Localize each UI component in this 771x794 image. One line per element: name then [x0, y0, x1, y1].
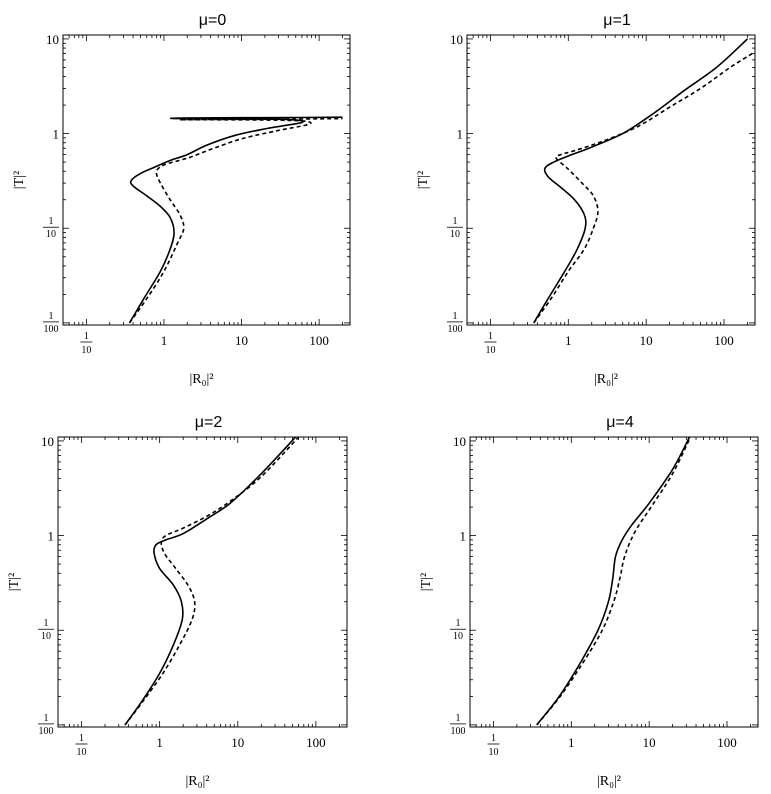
chart-panel-1: μ=0 1 10 1 10 100 1 100 1 10 1 10 |R₀|² |T|² — [12, 12, 351, 387]
y-tick-label-numerator: 1 — [44, 713, 49, 724]
y-tick-label-numerator: 1 — [456, 713, 461, 724]
y-tick-label: 1 — [53, 127, 60, 142]
y-tick-label-numerator: 1 — [456, 618, 461, 629]
y-tick-label: 1 — [48, 529, 55, 544]
y-tick-label: 10 — [46, 32, 59, 47]
x-axis-label: |R₀|² — [594, 372, 618, 387]
x-tick-label: 10 — [640, 333, 653, 348]
x-tick-label: 100 — [309, 333, 329, 348]
x-tick-label: 1 — [565, 333, 572, 348]
x-axis-label: |R₀|² — [597, 774, 621, 789]
y-tick-label-denominator: 10 — [453, 631, 463, 642]
x-tick-label: 1 — [568, 735, 575, 750]
x-tick-label-numerator: 1 — [491, 733, 496, 744]
series-line-dashed — [536, 437, 692, 726]
y-tick-label-denominator: 100 — [451, 726, 466, 737]
x-tick-label: 1 — [161, 333, 168, 348]
x-tick-label: 10 — [643, 735, 656, 750]
y-axis-label: |T|² — [416, 171, 431, 189]
x-tick-label-numerator: 1 — [488, 331, 493, 342]
x-tick-label: 10 — [231, 735, 244, 750]
series-line-solid — [533, 38, 749, 324]
y-tick-label: 10 — [453, 434, 466, 449]
y-tick-label-numerator: 1 — [453, 216, 458, 227]
x-axis-label: |R₀|² — [189, 372, 213, 387]
chart-panel-3: μ=2 1 10 1 10 100 1 100 1 10 1 10 |R₀|² |T|² — [7, 414, 348, 789]
y-tick-label-denominator: 10 — [450, 229, 460, 240]
plot-frame — [62, 34, 351, 326]
x-tick-label-denominator: 10 — [488, 747, 498, 758]
y-tick-label: 1 — [460, 529, 467, 544]
x-tick-label: 100 — [714, 333, 734, 348]
y-axis-label: |T|² — [7, 573, 22, 591]
x-axis-label: |R₀|² — [185, 774, 209, 789]
x-tick-label-numerator: 1 — [79, 733, 84, 744]
series-line-solid — [536, 437, 691, 726]
plot-frame — [466, 34, 756, 326]
series-line-dashed — [124, 437, 300, 726]
y-tick-label-denominator: 100 — [448, 324, 463, 335]
y-tick-label-numerator: 1 — [49, 311, 54, 322]
series-line-solid — [124, 437, 297, 726]
plot-frame — [469, 436, 759, 728]
x-tick-label: 1 — [156, 735, 163, 750]
chart-title: μ=4 — [606, 414, 634, 431]
plot-frame — [57, 436, 348, 728]
y-axis-label: |T|² — [419, 573, 434, 591]
y-tick-label-numerator: 1 — [44, 618, 49, 629]
y-tick-label-denominator: 100 — [44, 324, 59, 335]
y-tick-label: 10 — [450, 32, 463, 47]
x-tick-label-denominator: 10 — [81, 345, 91, 356]
chart-panel-2: μ=1 1 10 1 10 100 1 100 1 10 1 10 |R₀|² |T|² — [416, 12, 756, 387]
y-tick-label-numerator: 1 — [453, 311, 458, 322]
y-tick-label-denominator: 10 — [41, 631, 51, 642]
x-tick-label-denominator: 10 — [77, 747, 87, 758]
y-tick-label-denominator: 100 — [39, 726, 54, 737]
y-tick-label: 10 — [41, 434, 54, 449]
chart-panel-4: μ=4 1 10 1 10 100 1 100 1 10 1 10 |R₀|² |T|² — [419, 414, 759, 789]
x-tick-label-denominator: 10 — [485, 345, 495, 356]
series-line-dashed — [128, 117, 343, 324]
x-tick-label: 10 — [235, 333, 248, 348]
x-tick-label-numerator: 1 — [84, 331, 89, 342]
x-tick-label: 100 — [717, 735, 737, 750]
series-line-dashed — [533, 52, 753, 324]
y-tick-label-numerator: 1 — [49, 216, 54, 227]
chart-title: μ=1 — [603, 12, 631, 29]
y-axis-label: |T|² — [12, 171, 27, 189]
x-tick-label: 100 — [306, 735, 326, 750]
chart-title: μ=2 — [195, 414, 223, 431]
chart-title: μ=0 — [199, 12, 227, 29]
y-tick-label-denominator: 10 — [46, 229, 56, 240]
y-tick-label: 1 — [457, 127, 464, 142]
series-line-solid — [128, 116, 343, 324]
